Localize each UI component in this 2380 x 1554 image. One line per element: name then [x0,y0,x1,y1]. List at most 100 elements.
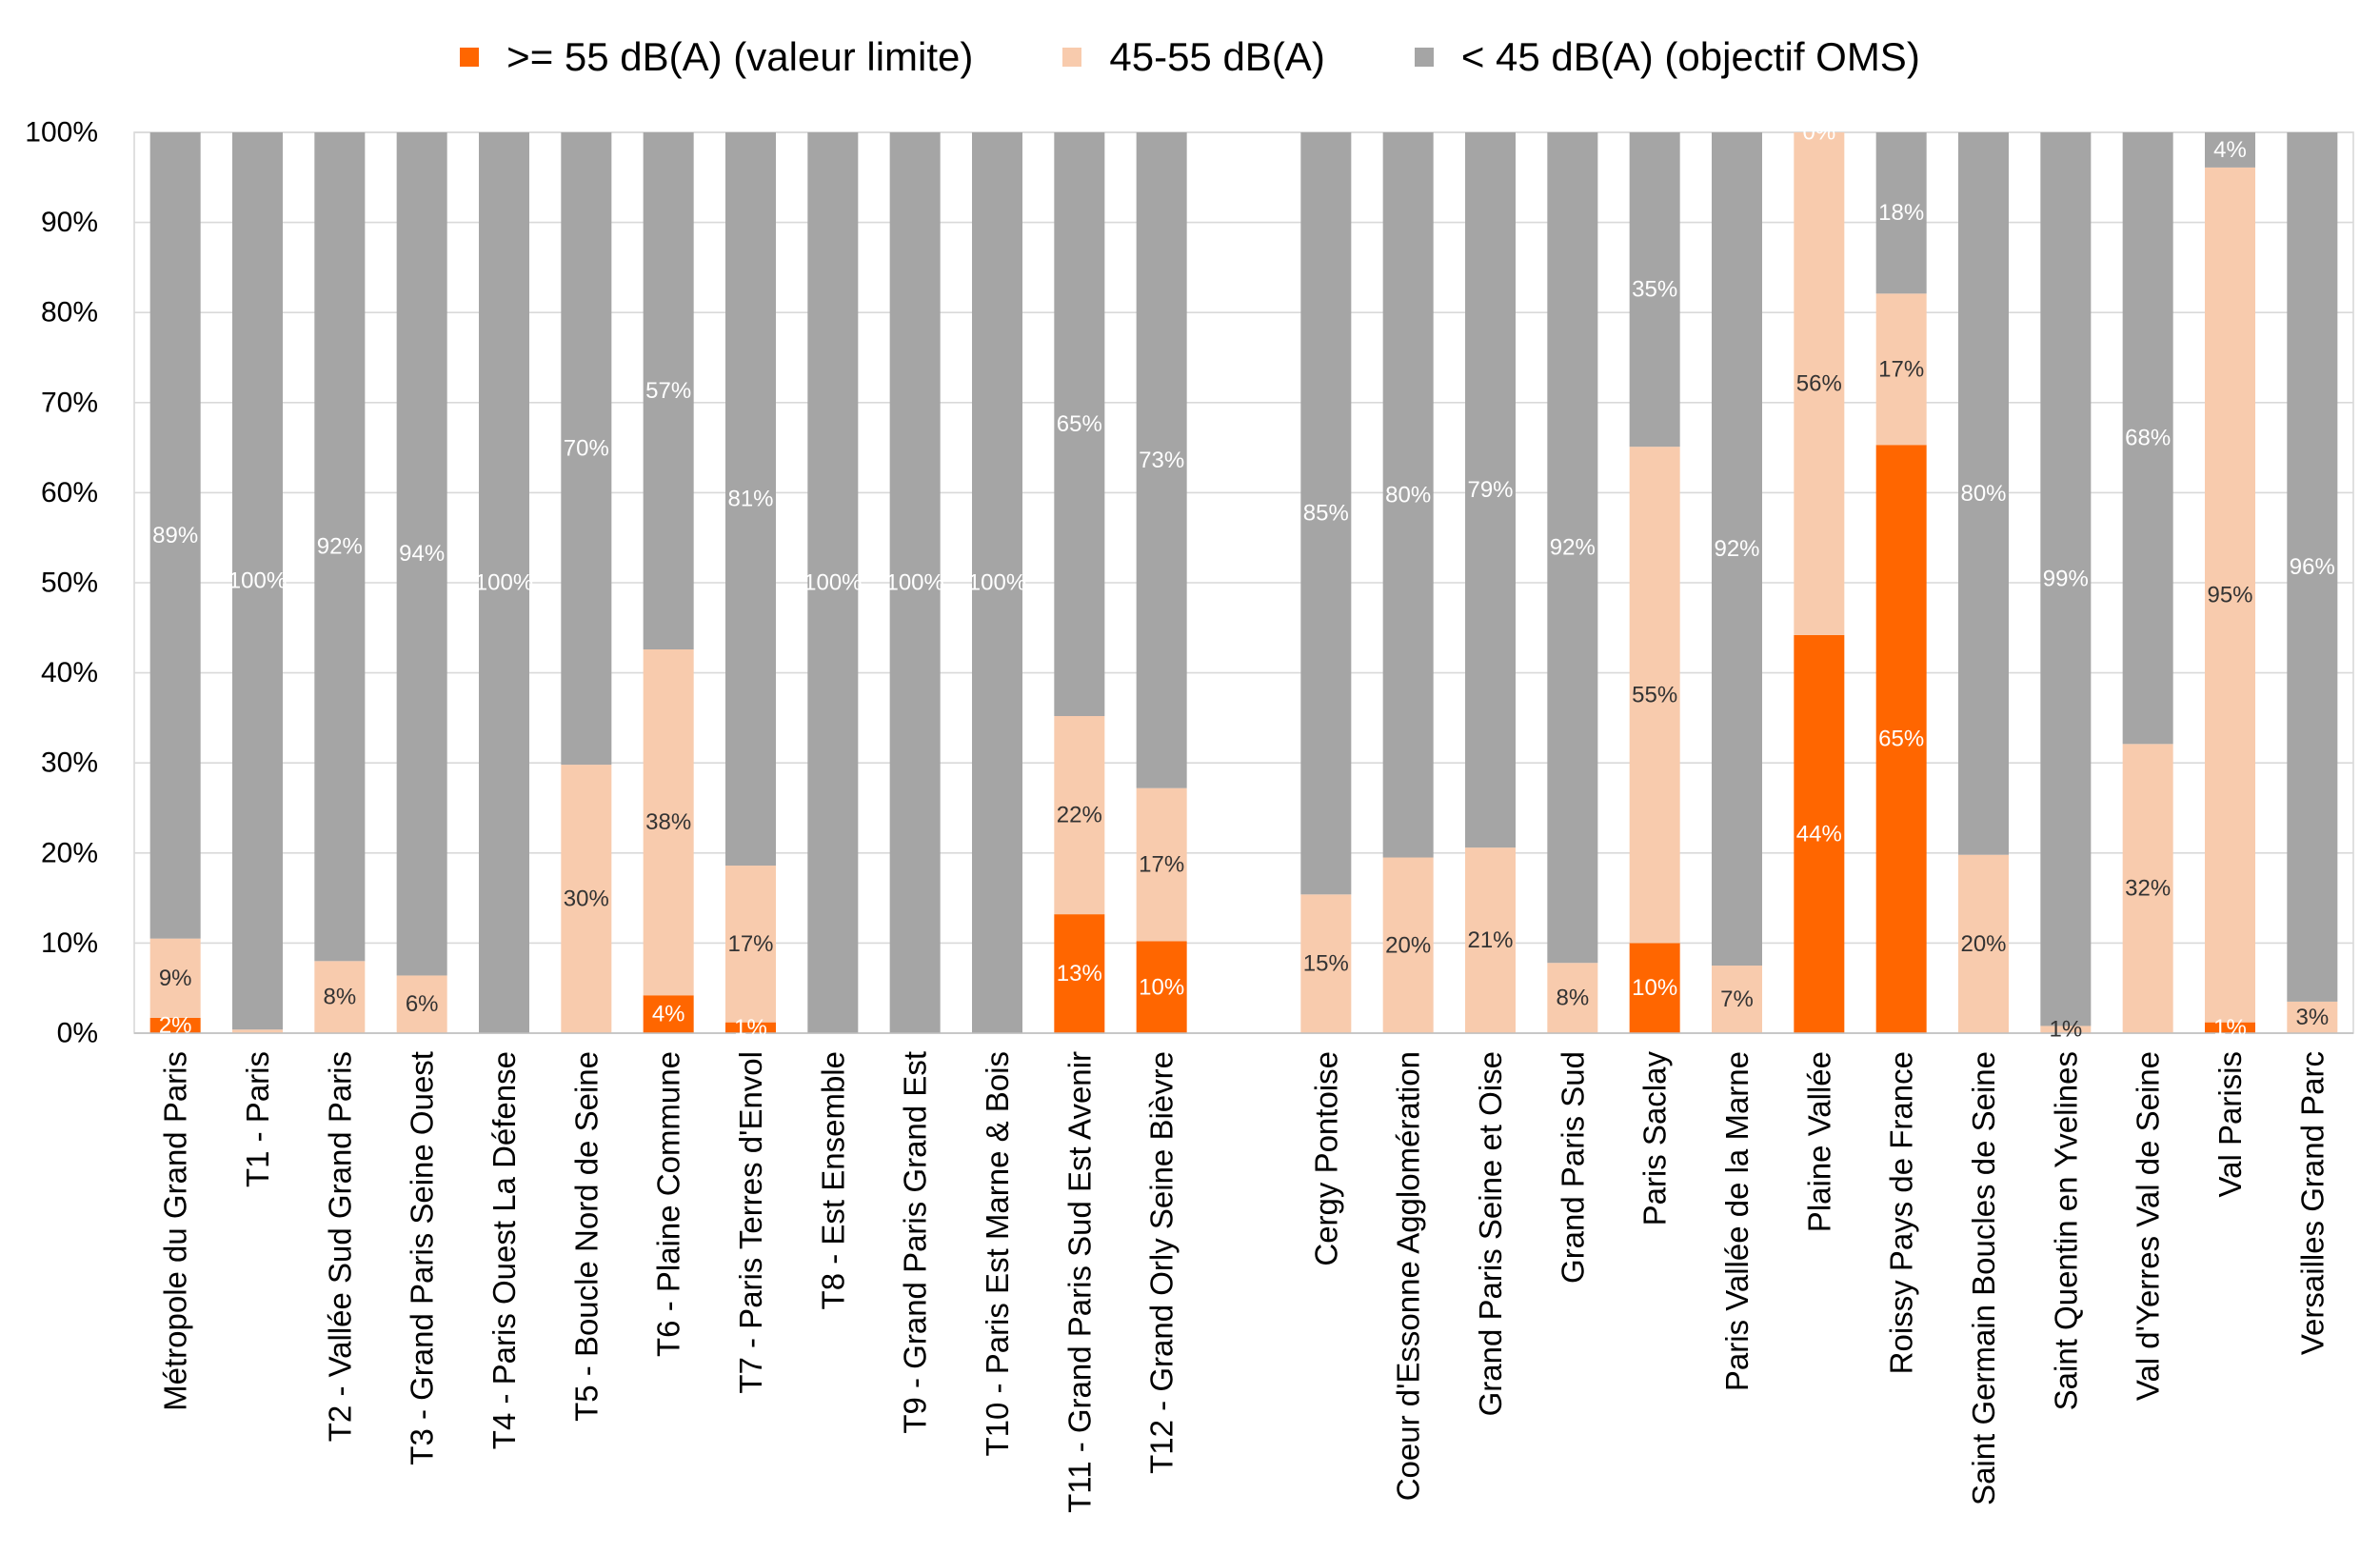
data-label-series1-cat21: 17% [1878,356,1924,382]
bar-series2-cat3 [396,132,447,976]
legend-label-series-0: >= 55 dB(A) (valeur limite) [506,34,974,79]
data-label-series2-cat14: 85% [1303,501,1349,527]
data-label-series0-cat20: 44% [1796,821,1842,847]
gridlines [134,131,2353,1034]
bar-series1-cat14 [1300,894,1352,1033]
data-label-series1-cat14: 15% [1303,951,1349,977]
data-label-series1-cat15: 20% [1385,932,1431,958]
y-tick-label-8: 80% [41,297,98,329]
y-tick-label-10: 100% [25,117,98,149]
x-category-label-1: T1 - Paris [240,1051,275,1187]
x-category-label-16: Grand Paris Seine et Oise [1473,1051,1508,1416]
data-label-series2-cat12: 73% [1139,448,1184,473]
x-category-label-5: T5 - Boucle Nord de Seine [568,1051,604,1422]
bar-series2-cat12 [1136,132,1187,788]
bar-series1-cat26 [2287,1001,2338,1033]
data-label-series1-cat18: 55% [1632,682,1677,707]
data-label-series1-cat25: 95% [2207,582,2252,608]
bar-series2-cat11 [1054,132,1105,717]
legend-item-series-1: 45-55 dB(A) [1062,34,1325,79]
bar-series1-cat21 [1875,293,1927,446]
bar-series1-cat6 [643,649,694,996]
data-label-series0-cat18: 10% [1632,975,1677,1001]
bar-series1-cat22 [1958,854,2009,1033]
x-category-label-7: T7 - Paris Terres d'Envol [733,1051,768,1394]
legend-swatch-series-2 [1414,48,1434,67]
bar-series2-cat7 [725,132,776,867]
legend-label-series-2: < 45 dB(A) (objectif OMS) [1460,34,1920,79]
x-category-label-20: Plaine Vallée [1801,1051,1836,1232]
bar-series1-cat16 [1465,847,1516,1033]
data-label-series1-cat19: 7% [1720,986,1754,1012]
data-label-series1-cat0: 9% [159,966,192,991]
bar-series2-cat9 [889,132,941,1033]
bar-series2-cat14 [1300,132,1352,895]
data-label-series2-cat8: 100% [803,570,862,596]
bar-series1-cat5 [561,765,612,1033]
data-label-series0-cat6: 4% [652,1002,685,1027]
x-category-label-10: T10 - Paris Est Marne & Bois [980,1051,1015,1456]
x-category-label-24: Val d'Yerres Val de Seine [2131,1051,2166,1401]
data-label-series1-cat2: 8% [323,985,356,1010]
x-category-label-17: Grand Paris Sud [1555,1051,1590,1284]
data-label-series2-cat25: 4% [2213,137,2247,163]
bar-series2-cat18 [1629,132,1680,448]
legend-item-series-2: < 45 dB(A) (objectif OMS) [1414,34,1920,79]
bar-series0-cat0 [149,1017,201,1033]
data-label-series2-cat2: 92% [317,534,363,560]
x-category-label-22: Saint Germain Boucles de Seine [1966,1051,2001,1505]
x-category-label-4: T4 - Paris Ouest La Défense [486,1051,522,1449]
data-label-series2-cat1: 100% [228,568,287,594]
data-label-series1-cat3: 6% [406,991,439,1017]
data-label-series1-cat5: 30% [564,887,609,912]
bar-series1-cat25 [2205,167,2255,1023]
legend-label-series-1: 45-55 dB(A) [1109,34,1325,79]
bar-series1-cat1 [232,1029,283,1033]
legend: >= 55 dB(A) (valeur limite) 45-55 dB(A) … [0,29,2380,86]
bar-series2-cat26 [2287,132,2338,1002]
data-label-series2-cat9: 100% [885,570,943,596]
bar-series0-cat12 [1136,941,1187,1033]
bar-series2-cat25 [2205,132,2255,168]
y-tick-label-5: 50% [41,568,98,599]
data-label-series0-cat7: 1% [734,1015,767,1041]
y-tick-label-9: 90% [41,207,98,238]
bar-series0-cat21 [1875,445,1927,1034]
bar-series2-cat17 [1547,132,1598,964]
x-category-label-0: Métropole du Grand Paris [158,1051,193,1411]
bars [149,132,2338,1034]
y-tick-label-2: 20% [41,837,98,868]
data-label-series2-cat18: 35% [1632,277,1677,303]
x-category-label-11: T11 - Grand Paris Sud Est Avenir [1061,1051,1097,1513]
bar-series1-cat0 [149,938,201,1018]
data-label-series2-cat4: 100% [475,570,533,596]
bar-series1-cat17 [1547,963,1598,1033]
bar-series0-cat7 [725,1022,776,1033]
bar-series2-cat16 [1465,132,1516,848]
y-tick-label-4: 40% [41,657,98,688]
bar-series2-cat24 [2122,132,2173,745]
bar-series0-cat6 [643,995,694,1033]
data-labels: 2% 9% 89% 100% 8% 92% 6% 94% 100% 30% 70% 4% 38% 57% 1… [152,120,2335,1043]
bar-series1-cat24 [2122,744,2173,1033]
data-label-series0-cat11: 13% [1057,961,1102,986]
data-label-series1-cat26: 3% [2295,1005,2329,1030]
data-label-series2-cat6: 57% [645,378,691,404]
data-label-series2-cat16: 79% [1467,477,1513,503]
x-category-label-15: Coeur d'Essonne Agglomération [1391,1051,1426,1501]
x-category-label-23: Saint Quentin en Yvelines [2048,1051,2083,1410]
bar-series2-cat8 [807,132,859,1033]
data-label-series2-cat11: 65% [1057,411,1102,437]
x-axis-category-labels: Métropole du Grand Paris T1 - Paris T2 - V… [158,1051,2330,1513]
data-label-series2-cat22: 80% [1960,481,2006,507]
data-label-series2-cat20: 0% [1802,120,1835,146]
y-tick-label-0: 0% [57,1018,98,1049]
x-category-label-19: Paris Vallée de la Marne [1719,1051,1755,1391]
x-category-label-25: Val Parisis [2212,1051,2248,1197]
bar-series1-cat23 [2040,1026,2092,1033]
data-label-series1-cat24: 32% [2125,876,2171,902]
bar-series1-cat3 [396,975,447,1033]
y-tick-label-6: 60% [41,477,98,508]
bar-series2-cat19 [1712,132,1762,966]
